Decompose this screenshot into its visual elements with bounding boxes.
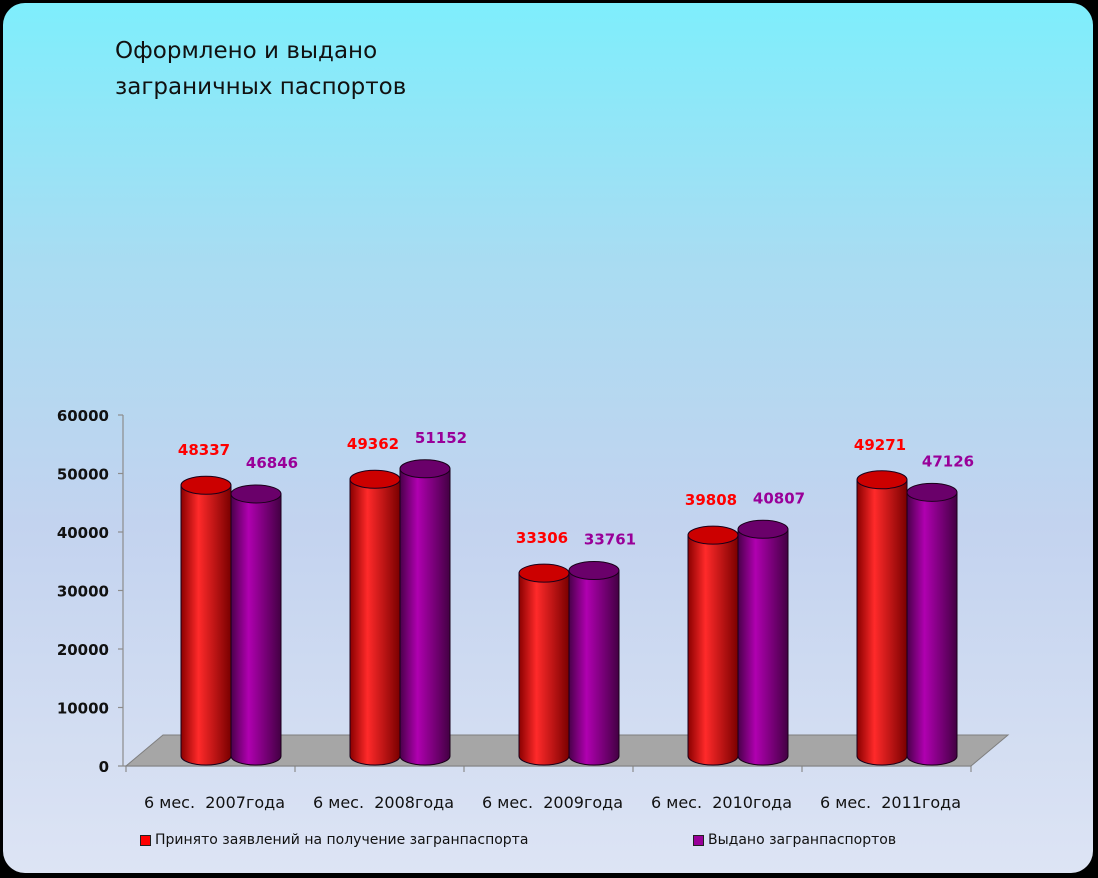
chart-title: Оформлено и выдано заграничных паспортов — [115, 38, 407, 100]
y-tick-label: 60000 — [57, 407, 109, 425]
bar-accepted-3 — [518, 572, 570, 766]
value-label-issued-3: 33761 — [584, 530, 636, 548]
bar-issued-1 — [230, 493, 282, 766]
legend-item-series-1: Принято заявлений на получение загранпас… — [140, 832, 528, 848]
legend-swatch-series-2 — [693, 834, 704, 846]
legend-label-series-1: Принято заявлений на получение загранпас… — [155, 832, 529, 848]
bars-layer — [180, 459, 958, 766]
axis-layer: 0 10000 20000 30000 40000 50000 60000 6 мес. 20… — [57, 407, 972, 812]
x-category-label: 6 мес. 2011года — [820, 793, 961, 812]
legend-label-series-2: Выдано загранпаспортов — [708, 832, 897, 848]
x-category-label: 6 мес. 2010года — [651, 793, 792, 812]
chart-panel: Оформлено и выдано заграничных паспортов… — [3, 3, 1093, 873]
bar-accepted-5 — [856, 479, 908, 766]
y-tick-label: 30000 — [57, 583, 109, 601]
bar-top-accepted-2 — [349, 469, 401, 489]
value-label-issued-4: 40807 — [753, 489, 805, 507]
bar-issued-5 — [906, 491, 958, 766]
bar-top-accepted-3 — [518, 563, 570, 583]
y-tick-label: 0 — [99, 758, 109, 776]
y-tick-label: 10000 — [57, 700, 109, 718]
bar-top-accepted-4 — [687, 525, 739, 545]
bar-issued-3 — [568, 569, 620, 766]
legend-item-series-2: Выдано загранпаспортов — [693, 832, 896, 848]
x-category-label: 6 мес. 2007года — [144, 793, 285, 812]
bar-top-issued-3 — [568, 560, 620, 580]
bar-top-issued-2 — [399, 459, 451, 479]
y-tick-label: 20000 — [57, 641, 109, 659]
value-label-accepted-2: 49362 — [347, 435, 399, 453]
labels-layer: 48337 46846 49362 51152 33306 33761 39808 40807… — [178, 429, 974, 549]
value-label-accepted-4: 39808 — [685, 491, 737, 509]
bar-top-accepted-5 — [856, 470, 908, 490]
bar-issued-2 — [399, 468, 451, 766]
bar-issued-4 — [737, 528, 789, 766]
x-category-label: 6 мес. 2008года — [313, 793, 454, 812]
bar-accepted-2 — [349, 478, 401, 766]
x-category-label: 6 мес. 2009года — [482, 793, 623, 812]
bar-top-issued-4 — [737, 519, 789, 539]
value-label-issued-5: 47126 — [922, 452, 974, 470]
bar-top-issued-1 — [230, 484, 282, 504]
value-label-accepted-1: 48337 — [178, 441, 230, 459]
y-tick-label: 50000 — [57, 466, 109, 484]
bar-chart: 0 10000 20000 30000 40000 50000 60000 6 мес. 20… — [57, 407, 1010, 812]
bar-accepted-4 — [687, 534, 739, 766]
legend-swatch-series-1 — [140, 834, 151, 846]
bar-top-accepted-1 — [180, 475, 232, 495]
bar-accepted-1 — [180, 484, 232, 766]
bar-top-issued-5 — [906, 482, 958, 502]
y-tick-label: 40000 — [57, 524, 109, 542]
value-label-issued-2: 51152 — [415, 429, 467, 447]
value-label-issued-1: 46846 — [246, 454, 298, 472]
value-label-accepted-5: 49271 — [854, 436, 906, 454]
value-label-accepted-3: 33306 — [516, 529, 568, 547]
